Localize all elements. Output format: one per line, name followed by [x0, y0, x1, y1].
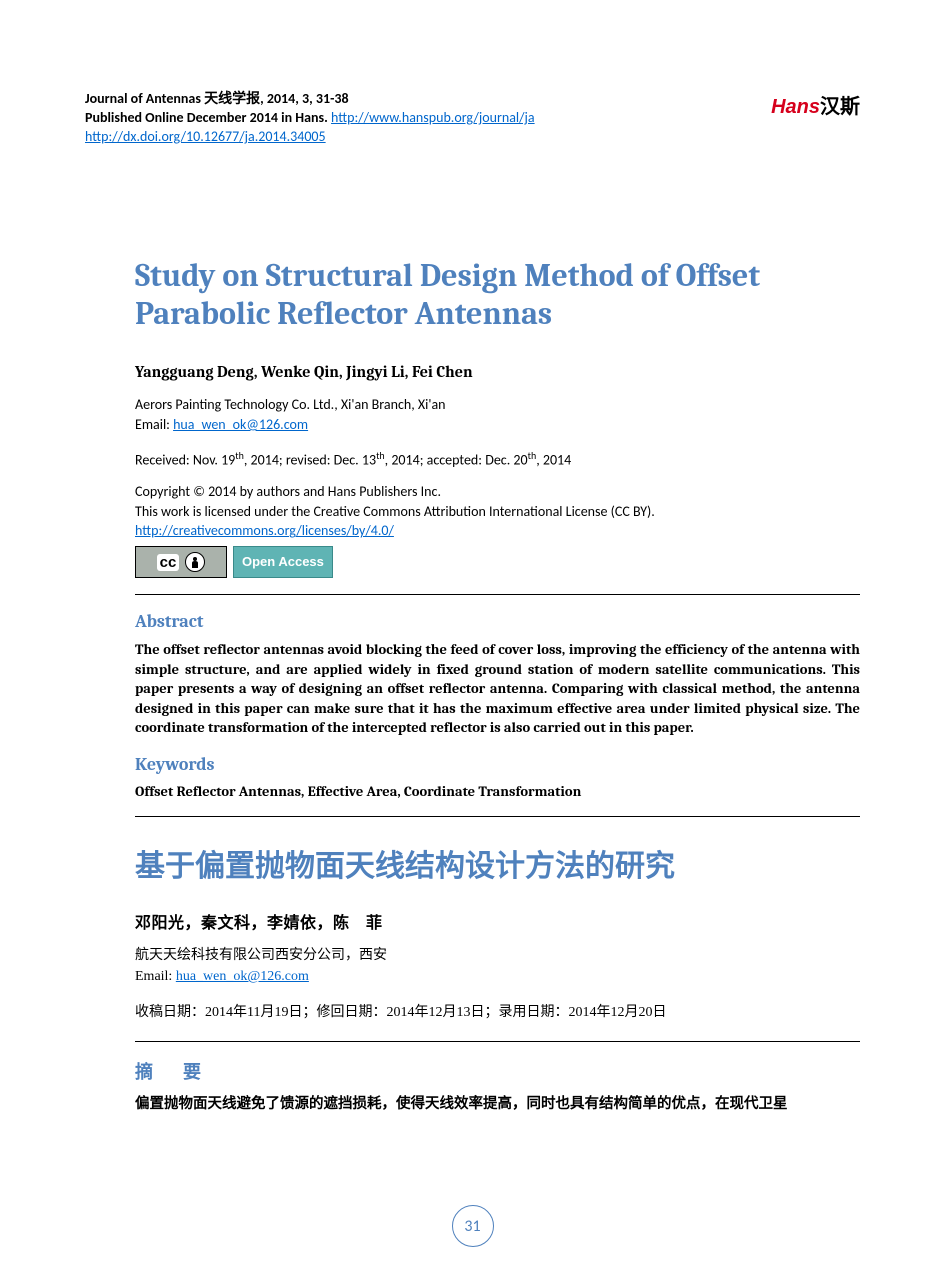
- logo-black-text: 汉斯: [820, 96, 860, 118]
- copyright-line2: This work is licensed under the Creative…: [135, 502, 860, 522]
- license-badges: cc Open Access: [135, 546, 860, 578]
- copyright-line1: Copyright © 2014 by authors and Hans Pub…: [135, 482, 860, 502]
- journal-url-link[interactable]: http://www.hanspub.org/journal/ja: [331, 109, 535, 126]
- cc-text: cc: [157, 554, 180, 571]
- published-line: Published Online December 2014 in Hans. …: [85, 109, 535, 128]
- doi-link[interactable]: http://dx.doi.org/10.12677/ja.2014.34005: [85, 128, 326, 145]
- cc-by-icon: [185, 552, 205, 572]
- divider-2: [135, 816, 860, 817]
- authors-cn: 邓阳光，秦文科，李婧依，陈 菲: [135, 909, 860, 933]
- journal-info: Journal of Antennas 天线学报, 2014, 3, 31-38…: [85, 90, 535, 147]
- received-sup: th: [235, 449, 244, 462]
- abstract-text-cn: 偏置抛物面天线避免了馈源的遮挡损耗，使得天线效率提高，同时也具有结构简单的优点，…: [135, 1094, 860, 1116]
- abstract-header: Abstract: [135, 611, 860, 632]
- published-prefix: Published Online December 2014 in Hans.: [85, 109, 331, 126]
- journal-citation: Journal of Antennas 天线学报, 2014, 3, 31-38: [85, 90, 535, 109]
- publisher-logo: Hans汉斯: [771, 90, 860, 119]
- abstract-text: The offset reflector antennas avoid bloc…: [135, 640, 860, 738]
- revised-sup: th: [376, 449, 385, 462]
- revised-year: , 2014;: [385, 451, 427, 468]
- email-link[interactable]: hua_wen_ok@126.com: [173, 416, 308, 433]
- received-year: , 2014;: [244, 451, 286, 468]
- affiliation-cn-block: 航天天绘科技有限公司西安分公司，西安 Email: hua_wen_ok@126…: [135, 945, 860, 987]
- divider-1: [135, 594, 860, 595]
- dates-cn: 收稿日期：2014年11月19日；修回日期：2014年12月13日；录用日期：2…: [135, 1001, 860, 1021]
- doi-line: http://dx.doi.org/10.12677/ja.2014.34005: [85, 128, 535, 147]
- email-label: Email:: [135, 416, 173, 433]
- accepted-year: , 2014: [536, 451, 571, 468]
- logo-red-text: Hans: [771, 96, 820, 118]
- divider-3: [135, 1041, 860, 1042]
- accepted-label: accepted: Dec. 20: [427, 451, 528, 468]
- page-number: 31: [452, 1205, 494, 1247]
- page-header: Journal of Antennas 天线学报, 2014, 3, 31-38…: [85, 90, 860, 147]
- email-label-cn: Email:: [135, 969, 176, 984]
- open-access-badge: Open Access: [233, 546, 333, 578]
- authors-en: Yangguang Deng, Wenke Qin, Jingyi Li, Fe…: [135, 363, 860, 381]
- email-link-cn[interactable]: hua_wen_ok@126.com: [176, 969, 309, 984]
- email-line-cn: Email: hua_wen_ok@126.com: [135, 966, 860, 987]
- keywords-text: Offset Reflector Antennas, Effective Are…: [135, 783, 860, 800]
- affiliation-cn-text: 航天天绘科技有限公司西安分公司，西安: [135, 945, 860, 966]
- affiliation-text: Aerors Painting Technology Co. Ltd., Xi'…: [135, 395, 860, 415]
- received-label: Received: Nov. 19: [135, 451, 235, 468]
- accepted-sup: th: [528, 449, 537, 462]
- keywords-header: Keywords: [135, 754, 860, 775]
- copyright-block: Copyright © 2014 by authors and Hans Pub…: [135, 482, 860, 541]
- revised-label: revised: Dec. 13: [286, 451, 376, 468]
- dates-en: Received: Nov. 19th, 2014; revised: Dec.…: [135, 449, 860, 469]
- email-line: Email: hua_wen_ok@126.com: [135, 415, 860, 435]
- license-link[interactable]: http://creativecommons.org/licenses/by/4…: [135, 522, 394, 539]
- cc-by-badge: cc: [135, 546, 227, 578]
- article-title-cn: 基于偏置抛物面天线结构设计方法的研究: [135, 841, 860, 885]
- abstract-header-cn: 摘 要: [135, 1058, 860, 1084]
- article-title-en: Study on Structural Design Method of Off…: [85, 257, 860, 334]
- affiliation-en: Aerors Painting Technology Co. Ltd., Xi'…: [135, 395, 860, 434]
